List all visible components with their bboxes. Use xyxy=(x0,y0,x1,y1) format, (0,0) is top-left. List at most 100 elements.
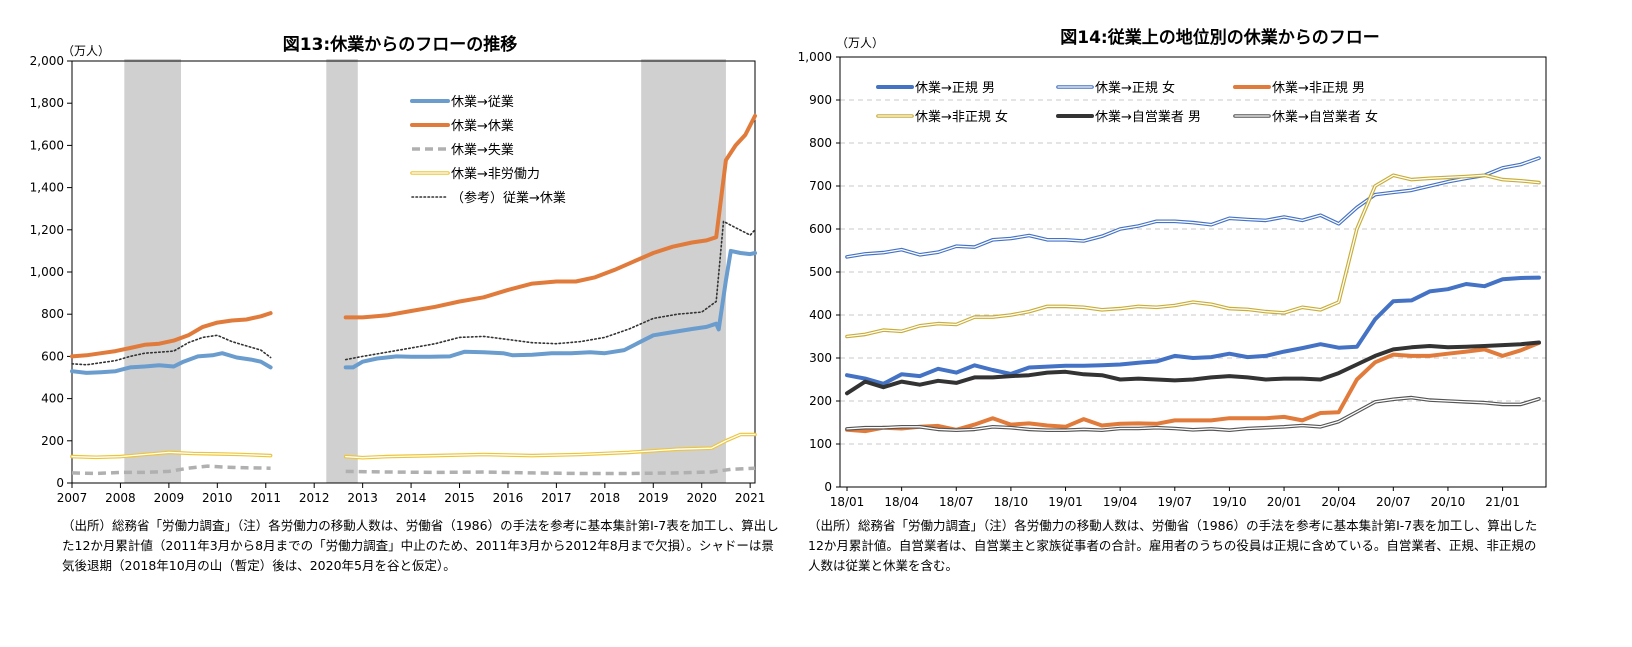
legend-label: 休業→非労働力 xyxy=(451,166,540,182)
recession-shades xyxy=(124,59,726,483)
series-line xyxy=(71,464,271,476)
series-line xyxy=(845,340,1541,396)
y-tick-label: 500 xyxy=(809,265,832,279)
y-tick-label: 600 xyxy=(809,222,832,236)
recession-shade xyxy=(124,59,181,483)
x-tick-label: 19/01 xyxy=(1048,495,1083,509)
y-tick-label: 1,600 xyxy=(30,138,64,152)
y-tick-label: 1,800 xyxy=(30,96,64,110)
right-chart-title: 図14:従業上の地位別の休業からのフロー xyxy=(1060,27,1379,48)
chart-right: 図14:従業上の地位別の休業からのフロー （万人） 0 100 200 300 400 5… xyxy=(798,27,1547,509)
y-tick-label: 2,000 xyxy=(30,54,64,68)
x-tick-label: 2019 xyxy=(638,491,669,505)
series-line-inner xyxy=(846,396,1540,431)
series-line xyxy=(343,113,757,320)
x-tick-label: 20/07 xyxy=(1376,495,1411,509)
right-source-note: （出所）総務省「労働力調査」（注）各労働力の移動人数は、労働省（1986）の手法… xyxy=(808,518,1538,573)
series-line-inner xyxy=(345,433,756,459)
left-series-lines xyxy=(70,113,757,476)
x-tick-label: 2021 xyxy=(735,491,766,505)
left-source-note: （出所）総務省「労働力調査」（注）各労働力の移動人数は、労働省（1986）の手法… xyxy=(62,518,779,573)
series-line xyxy=(845,340,1541,434)
x-tick-label: 2011 xyxy=(250,491,281,505)
right-legend: 休業→正規 男 休業→正規 女 休業→非正規 男休業→非正規 女 休業→自営業者 男 休… xyxy=(876,80,1378,125)
x-tick-label: 2015 xyxy=(444,491,475,505)
x-tick-label: 18/04 xyxy=(884,495,919,509)
x-tick-label: 21/01 xyxy=(1485,495,1520,509)
y-tick-label: 1,000 xyxy=(30,265,64,279)
legend-label: 休業→正規 女 xyxy=(1095,80,1175,96)
x-tick-label: 2007 xyxy=(57,491,88,505)
legend-label: 休業→自営業者 男 xyxy=(1095,109,1201,125)
right-gridlines xyxy=(840,99,1546,445)
left-x-axis: 2007 2008 2009 2010 2011 2012 2013 2014 2015 2016… xyxy=(57,483,766,505)
x-tick-label: 2009 xyxy=(154,491,185,505)
series-line xyxy=(845,395,1541,433)
x-tick-label: 19/07 xyxy=(1157,495,1192,509)
x-tick-label: 2018 xyxy=(590,491,621,505)
right-series-lines xyxy=(845,156,1541,434)
x-tick-label: 2010 xyxy=(202,491,233,505)
y-tick-label: 0 xyxy=(824,480,832,494)
series-line-inner xyxy=(846,157,1540,258)
series-line-inner xyxy=(71,451,272,458)
x-tick-label: 20/04 xyxy=(1321,495,1356,509)
x-tick-label: 18/10 xyxy=(994,495,1029,509)
x-tick-label: 20/10 xyxy=(1431,495,1466,509)
x-tick-label: 2014 xyxy=(396,491,427,505)
legend-label: 休業→失業 xyxy=(451,142,514,158)
left-y-axis: 0 200 400 600 800 1,000 1,200 1,400 1,600 1,800 2,… xyxy=(30,54,72,490)
y-tick-label: 800 xyxy=(41,307,64,321)
y-tick-label: 1,200 xyxy=(30,223,64,237)
right-unit-label: （万人） xyxy=(836,36,884,50)
y-tick-label: 1,400 xyxy=(30,181,64,195)
chart-left: 図13:休業からのフローの推移 （万人） 0 200 400 600 800 1,000 1… xyxy=(30,34,766,505)
recession-shade xyxy=(326,59,358,483)
x-tick-label: 19/10 xyxy=(1212,495,1247,509)
right-y-axis: 0 100 200 300 400 500 600 700 800 900 1,000 xyxy=(798,50,840,494)
series-line xyxy=(845,275,1541,386)
recession-shade xyxy=(641,59,726,483)
x-tick-label: 18/07 xyxy=(939,495,974,509)
series-line xyxy=(70,351,273,375)
left-chart-title: 図13:休業からのフローの推移 xyxy=(283,34,517,55)
x-tick-label: 2008 xyxy=(105,491,136,505)
y-tick-label: 1,000 xyxy=(798,50,832,64)
y-tick-label: 400 xyxy=(41,392,64,406)
legend-label: 休業→休業 xyxy=(451,118,514,134)
legend-label: 休業→非正規 男 xyxy=(1272,80,1365,96)
x-tick-label: 2012 xyxy=(299,491,330,505)
y-tick-label: 700 xyxy=(809,179,832,193)
y-tick-label: 100 xyxy=(809,437,832,451)
y-tick-label: 800 xyxy=(809,136,832,150)
x-tick-label: 18/01 xyxy=(830,495,865,509)
legend-label: 休業→自営業者 女 xyxy=(1272,109,1378,125)
right-x-axis: 18/01 18/04 18/07 18/10 19/01 19/04 19/07 19/10… xyxy=(830,487,1520,509)
x-tick-label: 2016 xyxy=(493,491,524,505)
series-line xyxy=(845,156,1541,259)
x-tick-label: 19/04 xyxy=(1103,495,1138,509)
series-line xyxy=(70,311,273,359)
y-tick-label: 600 xyxy=(41,349,64,363)
series-line xyxy=(343,248,757,370)
legend-label: 休業→従業 xyxy=(451,94,514,110)
y-tick-label: 200 xyxy=(809,394,832,408)
x-tick-label: 2017 xyxy=(541,491,572,505)
x-tick-label: 2013 xyxy=(347,491,378,505)
series-line xyxy=(845,173,1541,339)
series-line-inner xyxy=(846,174,1540,338)
x-tick-label: 2020 xyxy=(686,491,717,505)
y-tick-label: 0 xyxy=(56,476,64,490)
series-line xyxy=(71,334,272,366)
y-tick-label: 400 xyxy=(809,308,832,322)
series-line xyxy=(345,466,756,476)
legend-label: 休業→非正規 女 xyxy=(915,109,1008,125)
series-line xyxy=(344,220,756,361)
y-tick-label: 900 xyxy=(809,93,832,107)
left-unit-label: （万人） xyxy=(62,44,110,58)
y-tick-label: 300 xyxy=(809,351,832,365)
legend-label: 休業→正規 男 xyxy=(915,80,995,96)
x-tick-label: 20/01 xyxy=(1267,495,1302,509)
y-tick-label: 200 xyxy=(41,434,64,448)
